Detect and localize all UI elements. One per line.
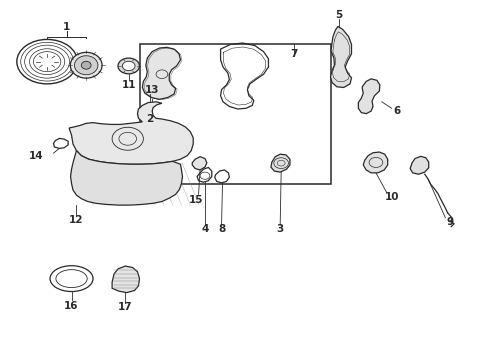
Text: 8: 8 [218,225,225,234]
Text: 16: 16 [64,301,79,311]
Polygon shape [358,79,380,114]
Text: 14: 14 [28,150,43,161]
Ellipse shape [71,52,102,78]
Polygon shape [331,27,351,87]
Ellipse shape [74,56,98,75]
Text: 3: 3 [276,225,284,234]
Text: 15: 15 [189,195,203,205]
Bar [140,44,331,184]
Polygon shape [410,156,429,174]
Text: 4: 4 [201,225,209,234]
Text: 6: 6 [394,106,401,116]
Circle shape [118,58,140,74]
Text: 11: 11 [122,80,136,90]
Polygon shape [192,157,207,170]
Text: 12: 12 [69,215,84,225]
Text: 2: 2 [146,114,153,124]
Ellipse shape [81,61,91,69]
Polygon shape [71,150,182,205]
Text: 10: 10 [384,192,399,202]
Circle shape [122,61,135,71]
Text: 9: 9 [447,217,454,227]
Text: 17: 17 [118,302,133,312]
Text: 5: 5 [335,10,343,20]
Polygon shape [69,102,193,164]
Text: 13: 13 [145,85,159,95]
Polygon shape [143,47,180,99]
Polygon shape [271,154,290,172]
Polygon shape [363,152,388,173]
Text: 7: 7 [290,49,297,59]
Text: 1: 1 [63,22,70,32]
Polygon shape [112,266,140,293]
